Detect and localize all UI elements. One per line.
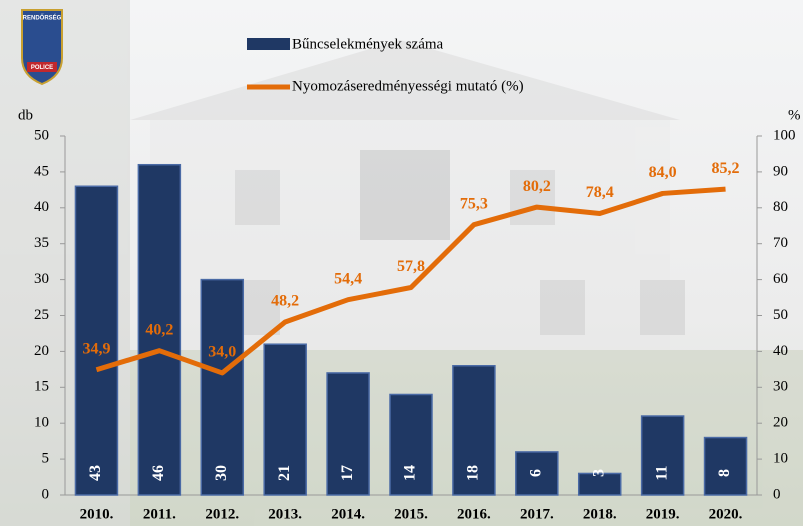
y-tick-label: 5: [42, 451, 50, 467]
line-value-label: 48,2: [271, 293, 299, 310]
legend-label: Nyomozáseredményességi mutató (%): [292, 78, 524, 94]
bar-value-label: 3: [590, 469, 607, 477]
y-tick-label: 15: [34, 379, 49, 395]
y2-tick-label: 90: [773, 163, 788, 179]
bar: [705, 438, 747, 495]
line-value-label: 78,4: [586, 184, 614, 201]
bar-value-label: 30: [213, 465, 230, 481]
bar: [201, 280, 243, 495]
y2-tick-label: 40: [773, 343, 788, 359]
y-tick-label: 30: [34, 271, 49, 287]
x-tick-label: 2014.: [331, 506, 365, 522]
y2-tick-label: 80: [773, 199, 788, 215]
x-tick-label: 2011.: [143, 506, 176, 522]
bar-value-label: 11: [653, 465, 670, 480]
y-axis-label: db: [18, 107, 33, 123]
y2-tick-label: 30: [773, 379, 788, 395]
x-tick-label: 2013.: [268, 506, 302, 522]
line-value-label: 57,8: [397, 258, 425, 275]
line-value-label: 34,0: [208, 344, 236, 361]
bar-value-label: 6: [527, 469, 544, 477]
y2-tick-label: 60: [773, 271, 788, 287]
x-tick-label: 2012.: [205, 506, 239, 522]
logo-bottom: POLICE: [31, 65, 53, 71]
y-tick-label: 40: [34, 199, 49, 215]
line-value-label: 85,2: [712, 160, 740, 177]
bar: [642, 416, 684, 495]
x-tick-label: 2018.: [583, 506, 617, 522]
y2-tick-label: 0: [773, 486, 781, 502]
line-value-label: 40,2: [145, 321, 173, 338]
bar-value-label: 14: [402, 465, 419, 481]
y-tick-label: 10: [34, 415, 49, 431]
y2-tick-label: 10: [773, 451, 788, 467]
y-tick-label: 45: [34, 163, 49, 179]
bar-value-label: 46: [150, 465, 167, 481]
y-tick-label: 0: [42, 486, 50, 502]
y2-tick-label: 100: [773, 127, 796, 143]
bar-value-label: 8: [716, 469, 733, 477]
x-tick-label: 2019.: [646, 506, 680, 522]
y-tick-label: 25: [34, 307, 49, 323]
bar-value-label: 43: [87, 465, 104, 481]
x-tick-label: 2016.: [457, 506, 491, 522]
logo: RENDŐRSÉG POLICE: [22, 10, 62, 84]
x-tick-label: 2017.: [520, 506, 554, 522]
legend-swatch-bar: [247, 38, 290, 50]
line-value-label: 34,9: [82, 340, 110, 357]
bar-value-label: 21: [276, 465, 293, 481]
x-tick-label: 2015.: [394, 506, 428, 522]
bar-value-label: 18: [465, 465, 482, 481]
bar-value-label: 17: [339, 465, 356, 481]
y-tick-label: 35: [34, 235, 49, 251]
y2-tick-label: 50: [773, 307, 788, 323]
x-tick-label: 2020.: [709, 506, 743, 522]
y-tick-label: 50: [34, 127, 49, 143]
legend-label: Bűncselekmények száma: [292, 36, 444, 52]
y-tick-label: 20: [34, 343, 49, 359]
y2-tick-label: 20: [773, 415, 788, 431]
y2-tick-label: 70: [773, 235, 788, 251]
y2-axis-label: %: [788, 107, 801, 123]
line-value-label: 84,0: [649, 164, 677, 181]
logo-top: RENDŐRSÉG: [23, 14, 62, 22]
x-tick-label: 2010.: [80, 506, 114, 522]
chart: RENDŐRSÉG POLICE Bűncselekmények száma N…: [0, 0, 803, 526]
line-value-label: 80,2: [523, 178, 551, 195]
line-value-label: 75,3: [460, 195, 488, 212]
line-value-label: 54,4: [334, 270, 362, 287]
